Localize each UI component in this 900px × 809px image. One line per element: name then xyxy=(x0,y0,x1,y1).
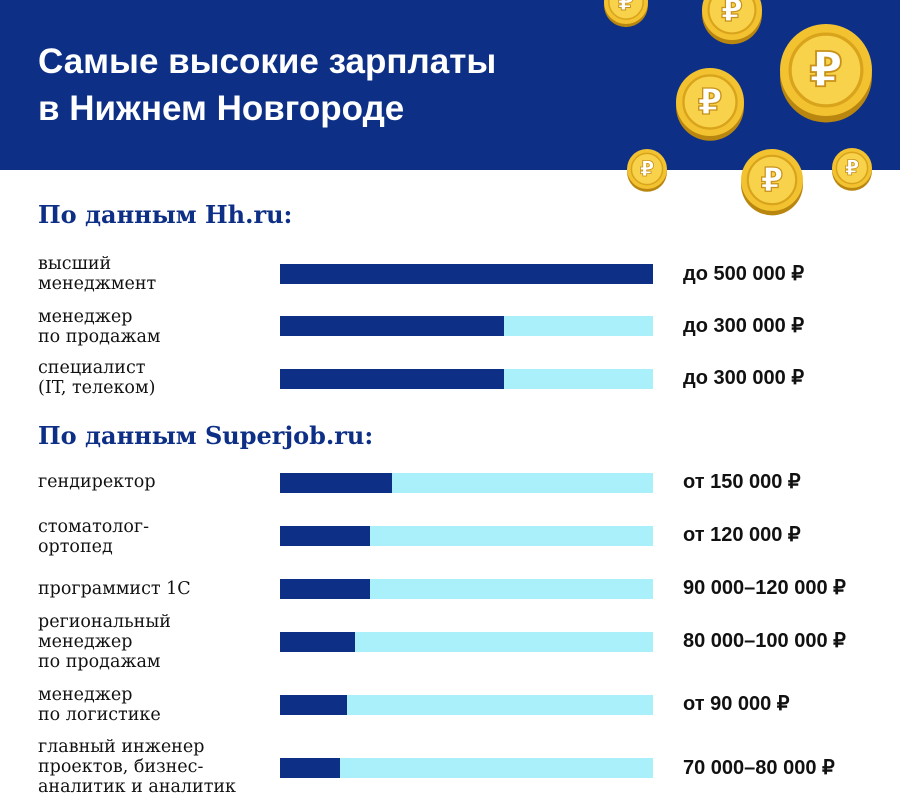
ruble-coin-icon: ₽ xyxy=(780,24,872,123)
bar-track xyxy=(280,695,653,715)
bar xyxy=(280,473,392,493)
category-label: региональный менеджер по продажам xyxy=(38,612,171,672)
category-label: главный инженер проектов, бизнес-аналитик… xyxy=(38,737,236,797)
section-heading-1: По данным Hh.ru: xyxy=(38,200,293,229)
bar-track xyxy=(280,579,653,599)
ruble-coin-icon: ₽ xyxy=(627,149,667,192)
value-label: 80 000–100 000 ₽ xyxy=(683,630,846,652)
svg-text:₽: ₽ xyxy=(761,161,784,199)
category-label: высший менеджмент xyxy=(38,254,157,294)
value-label: от 120 000 ₽ xyxy=(683,524,801,546)
svg-text:₽: ₽ xyxy=(809,43,843,99)
svg-text:₽: ₽ xyxy=(618,0,634,16)
ruble-coin-icon: ₽ xyxy=(702,0,762,45)
category-label: специалист (IT, телеком) xyxy=(38,358,156,398)
bar-track xyxy=(280,264,653,284)
value-label: до 300 000 ₽ xyxy=(683,315,805,337)
svg-text:₽: ₽ xyxy=(845,156,860,180)
svg-text:₽: ₽ xyxy=(640,157,655,181)
title-line-2: в Нижнем Новгороде xyxy=(38,89,405,128)
bar xyxy=(280,264,653,284)
ruble-coin-icon: ₽ xyxy=(741,149,803,216)
category-label: менеджер по продажам xyxy=(38,307,161,347)
value-label: до 500 000 ₽ xyxy=(683,263,805,285)
bar xyxy=(280,369,504,389)
value-label: до 300 000 ₽ xyxy=(683,367,805,389)
value-label: 70 000–80 000 ₽ xyxy=(683,757,835,779)
title-line-1: Самые высокие зарплаты xyxy=(38,42,497,81)
bar-track xyxy=(280,526,653,546)
bar-track xyxy=(280,473,653,493)
page-title: Самые высокие зарплаты в Нижнем Новгород… xyxy=(38,38,496,132)
bar xyxy=(280,316,504,336)
value-label: от 150 000 ₽ xyxy=(683,471,801,493)
category-label: менеджер по логистике xyxy=(38,685,161,725)
ruble-coin-icon: ₽ xyxy=(676,68,744,141)
svg-text:₽: ₽ xyxy=(721,0,743,29)
category-label: гендиректор xyxy=(38,472,156,492)
bar-track xyxy=(280,369,653,389)
ruble-coin-icon: ₽ xyxy=(832,148,872,191)
category-label: стоматолог-ортопед xyxy=(38,517,150,557)
bar xyxy=(280,579,370,599)
bar xyxy=(280,632,355,652)
svg-text:₽: ₽ xyxy=(698,82,723,123)
bar-track xyxy=(280,758,653,778)
value-label: от 90 000 ₽ xyxy=(683,693,790,715)
bar-track xyxy=(280,632,653,652)
value-label: 90 000–120 000 ₽ xyxy=(683,577,846,599)
bar xyxy=(280,526,370,546)
ruble-coin-icon: ₽ xyxy=(604,0,648,28)
bar xyxy=(280,758,340,778)
section-heading-2: По данным Superjob.ru: xyxy=(38,421,374,450)
bar-track xyxy=(280,316,653,336)
category-label: программист 1С xyxy=(38,579,191,599)
bar xyxy=(280,695,347,715)
coins-decoration: ₽ ₽ ₽ ₽ ₽ ₽ ₽ xyxy=(604,0,872,216)
